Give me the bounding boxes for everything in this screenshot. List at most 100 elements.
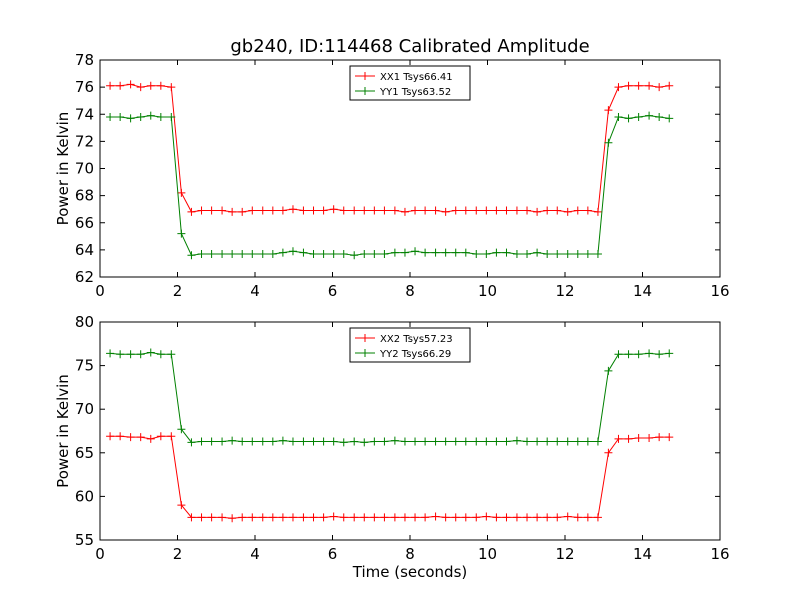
data-point — [197, 249, 206, 258]
data-point — [614, 434, 623, 443]
data-point — [604, 106, 613, 115]
data-point — [472, 437, 481, 446]
data-point — [543, 249, 552, 258]
data-point — [634, 433, 643, 442]
data-point — [614, 83, 623, 92]
y-tick-label: 70 — [75, 160, 94, 178]
y-tick-label: 72 — [75, 132, 94, 150]
data-point — [278, 436, 287, 445]
x-tick-label: 10 — [478, 282, 497, 300]
data-point — [624, 350, 633, 359]
data-point — [126, 350, 135, 359]
data-point — [329, 205, 338, 214]
data-point — [197, 437, 206, 446]
legend-marker — [361, 72, 369, 80]
data-point — [492, 206, 501, 215]
data-point — [451, 437, 460, 446]
data-point — [461, 513, 470, 522]
data-point — [645, 81, 654, 90]
data-point — [207, 249, 216, 258]
data-point — [329, 249, 338, 258]
data-point — [593, 207, 602, 216]
legend-box — [349, 65, 471, 101]
data-point — [258, 513, 267, 522]
data-point — [380, 437, 389, 446]
data-point — [655, 112, 664, 121]
data-point — [461, 437, 470, 446]
data-point — [563, 437, 572, 446]
data-point — [146, 434, 155, 443]
data-point — [634, 112, 643, 121]
data-point — [583, 437, 592, 446]
data-point — [604, 448, 613, 457]
data-point — [583, 249, 592, 258]
data-point — [146, 348, 155, 357]
data-point — [146, 81, 155, 90]
y-tick-label: 66 — [75, 214, 94, 232]
data-point — [441, 513, 450, 522]
data-point — [441, 437, 450, 446]
x-tick-label: 10 — [478, 545, 497, 563]
data-point — [482, 249, 491, 258]
data-point — [533, 437, 542, 446]
data-point — [512, 249, 521, 258]
data-point — [268, 513, 277, 522]
data-point — [278, 206, 287, 215]
data-point — [512, 436, 521, 445]
x-tick-label: 8 — [405, 545, 415, 563]
data-point — [228, 249, 237, 258]
data-point — [451, 206, 460, 215]
data-point — [288, 437, 297, 446]
data-point — [167, 112, 176, 121]
data-point — [288, 205, 297, 214]
data-point — [370, 249, 379, 258]
data-point — [360, 513, 369, 522]
data-point — [512, 206, 521, 215]
y-tick-label: 75 — [75, 357, 94, 375]
data-point — [350, 251, 359, 260]
data-point — [370, 206, 379, 215]
x-tick-label: 14 — [633, 545, 652, 563]
data-point — [400, 513, 409, 522]
data-point — [573, 206, 582, 215]
data-point — [329, 437, 338, 446]
data-point — [553, 206, 562, 215]
data-point — [583, 513, 592, 522]
data-point — [431, 206, 440, 215]
data-point — [492, 513, 501, 522]
data-point — [228, 514, 237, 523]
data-point — [472, 513, 481, 522]
data-point — [197, 513, 206, 522]
y-tick-label: 78 — [75, 51, 94, 69]
data-point — [136, 350, 145, 359]
data-point — [523, 206, 532, 215]
data-point — [380, 249, 389, 258]
data-point — [207, 437, 216, 446]
data-point — [258, 249, 267, 258]
series-1 — [106, 80, 674, 216]
data-point — [248, 437, 257, 446]
data-point — [421, 248, 430, 257]
data-point — [512, 513, 521, 522]
y-tick-label: 74 — [75, 105, 94, 123]
data-point — [461, 206, 470, 215]
data-point — [624, 434, 633, 443]
data-point — [380, 206, 389, 215]
data-point — [502, 248, 511, 257]
data-point — [278, 513, 287, 522]
data-point — [136, 433, 145, 442]
legend-entry: YY2 Tsys66.29 — [379, 349, 451, 360]
data-point — [380, 513, 389, 522]
data-point — [441, 248, 450, 257]
data-point — [370, 513, 379, 522]
data-point — [177, 188, 186, 197]
legend-box — [349, 327, 471, 363]
data-point — [228, 207, 237, 216]
series-1 — [106, 432, 674, 523]
legend-entry: YY1 Tsys63.52 — [379, 87, 451, 98]
data-point — [218, 437, 227, 446]
data-point — [431, 248, 440, 257]
x-tick-label: 6 — [328, 282, 338, 300]
